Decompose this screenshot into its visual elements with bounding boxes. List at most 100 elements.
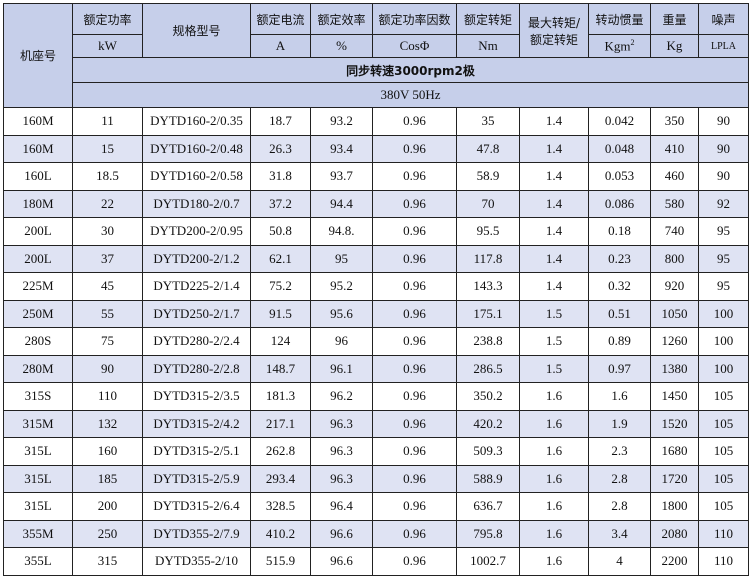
- cell-model: DYTD225-2/1.4: [142, 272, 251, 301]
- cell-weight: 920: [650, 272, 699, 301]
- cell-inertia: 2.8: [588, 492, 651, 521]
- cell-efficiency: 94.4: [310, 189, 373, 218]
- table-row: 160L 18.5 DYTD160-2/0.58 31.8 93.7 0.96 58.9 1.…: [3, 162, 749, 191]
- cell-torque: 795.8: [456, 519, 520, 548]
- cell-torque: 58.9: [456, 162, 520, 191]
- cell-pf: 0.96: [372, 189, 457, 218]
- cell-weight: 1260: [650, 327, 699, 356]
- cell-model: DYTD250-2/1.7: [142, 299, 251, 328]
- cell-frame: 160M: [3, 107, 73, 136]
- cell-weight: 800: [650, 244, 699, 273]
- cell-current: 91.5: [250, 299, 311, 328]
- speed-band: 同步转速3000rpm2极: [72, 57, 749, 83]
- cell-frame: 315S: [3, 382, 73, 411]
- unit-inertia-sup: 2: [630, 37, 635, 47]
- cell-torque: 1002.7: [456, 547, 520, 576]
- cell-inertia: 0.18: [588, 217, 651, 246]
- cell-weight: 2080: [650, 519, 699, 548]
- cell-noise: 100: [698, 327, 749, 356]
- cell-frame: 160L: [3, 162, 73, 191]
- cell-weight: 1720: [650, 464, 699, 493]
- cell-weight: 740: [650, 217, 699, 246]
- cell-inertia: 0.23: [588, 244, 651, 273]
- cell-ratio: 1.5: [519, 327, 589, 356]
- unit-weight: Kg: [650, 34, 699, 58]
- header-weight: 重量: [650, 3, 699, 35]
- cell-torque: 117.8: [456, 244, 520, 273]
- cell-power: 37: [72, 244, 143, 273]
- cell-inertia: 1.6: [588, 382, 651, 411]
- table-row: 315L 185 DYTD315-2/5.9 293.4 96.3 0.96 588.9 1.…: [3, 464, 749, 493]
- cell-current: 262.8: [250, 437, 311, 466]
- cell-frame: 250M: [3, 299, 73, 328]
- cell-model: DYTD280-2/2.4: [142, 327, 251, 356]
- cell-frame: 200L: [3, 244, 73, 273]
- cell-model: DYTD315-2/4.2: [142, 409, 251, 438]
- cell-inertia: 0.89: [588, 327, 651, 356]
- cell-efficiency: 96.3: [310, 464, 373, 493]
- cell-weight: 1520: [650, 409, 699, 438]
- cell-ratio: 1.6: [519, 519, 589, 548]
- cell-ratio: 1.6: [519, 464, 589, 493]
- cell-frame: 280M: [3, 354, 73, 383]
- table-row: 355M 250 DYTD355-2/7.9 410.2 96.6 0.96 795.8 1.…: [3, 519, 749, 548]
- cell-ratio: 1.6: [519, 547, 589, 576]
- table-row: 315M 132 DYTD315-2/4.2 217.1 96.3 0.96 420.2 1.…: [3, 409, 749, 438]
- cell-model: DYTD200-2/1.2: [142, 244, 251, 273]
- cell-torque: 636.7: [456, 492, 520, 521]
- cell-torque: 350.2: [456, 382, 520, 411]
- cell-model: DYTD160-2/0.58: [142, 162, 251, 191]
- cell-pf: 0.96: [372, 217, 457, 246]
- cell-current: 62.1: [250, 244, 311, 273]
- cell-noise: 100: [698, 354, 749, 383]
- cell-power: 132: [72, 409, 143, 438]
- cell-inertia: 3.4: [588, 519, 651, 548]
- cell-inertia: 1.9: [588, 409, 651, 438]
- cell-inertia: 4: [588, 547, 651, 576]
- header-frame: 机座号: [3, 3, 73, 108]
- cell-ratio: 1.4: [519, 217, 589, 246]
- cell-pf: 0.96: [372, 409, 457, 438]
- unit-inertia: Kgm2: [588, 34, 651, 58]
- cell-noise: 90: [698, 162, 749, 191]
- unit-torque: Nm: [456, 34, 520, 58]
- cell-ratio: 1.5: [519, 354, 589, 383]
- cell-efficiency: 96.4: [310, 492, 373, 521]
- cell-power: 18.5: [72, 162, 143, 191]
- cell-current: 18.7: [250, 107, 311, 136]
- cell-ratio: 1.6: [519, 437, 589, 466]
- cell-power: 250: [72, 519, 143, 548]
- cell-noise: 90: [698, 107, 749, 136]
- cell-power: 75: [72, 327, 143, 356]
- cell-noise: 90: [698, 134, 749, 163]
- cell-noise: 92: [698, 189, 749, 218]
- table-row: 250M 55 DYTD250-2/1.7 91.5 95.6 0.96 175.1 1.5 0…: [3, 299, 749, 328]
- cell-noise: 105: [698, 382, 749, 411]
- cell-ratio: 1.4: [519, 189, 589, 218]
- cell-frame: 160M: [3, 134, 73, 163]
- cell-frame: 315L: [3, 437, 73, 466]
- cell-weight: 460: [650, 162, 699, 191]
- cell-efficiency: 96.6: [310, 519, 373, 548]
- cell-torque: 588.9: [456, 464, 520, 493]
- cell-power: 90: [72, 354, 143, 383]
- cell-torque: 420.2: [456, 409, 520, 438]
- cell-model: DYTD315-2/5.1: [142, 437, 251, 466]
- table-row: 200L 37 DYTD200-2/1.2 62.1 95 0.96 117.8 1.4 0.2…: [3, 244, 749, 273]
- header-ratio: 最大转矩/额定转矩: [519, 3, 589, 58]
- cell-noise: 105: [698, 492, 749, 521]
- cell-frame: 315L: [3, 464, 73, 493]
- cell-efficiency: 96.6: [310, 547, 373, 576]
- table-row: 315L 200 DYTD315-2/6.4 328.5 96.4 0.96 636.7 1.…: [3, 492, 749, 521]
- table-row: 315S 110 DYTD315-2/3.5 181.3 96.2 0.96 350.2 1.…: [3, 382, 749, 411]
- table-row: 355L 315 DYTD355-2/10 515.9 96.6 0.96 1002.7 1.…: [3, 547, 749, 576]
- cell-torque: 47.8: [456, 134, 520, 163]
- cell-inertia: 0.053: [588, 162, 651, 191]
- unit-noise: LPLA: [698, 34, 749, 58]
- cell-torque: 143.3: [456, 272, 520, 301]
- cell-current: 75.2: [250, 272, 311, 301]
- cell-ratio: 1.6: [519, 492, 589, 521]
- cell-current: 148.7: [250, 354, 311, 383]
- cell-weight: 1680: [650, 437, 699, 466]
- cell-model: DYTD180-2/0.7: [142, 189, 251, 218]
